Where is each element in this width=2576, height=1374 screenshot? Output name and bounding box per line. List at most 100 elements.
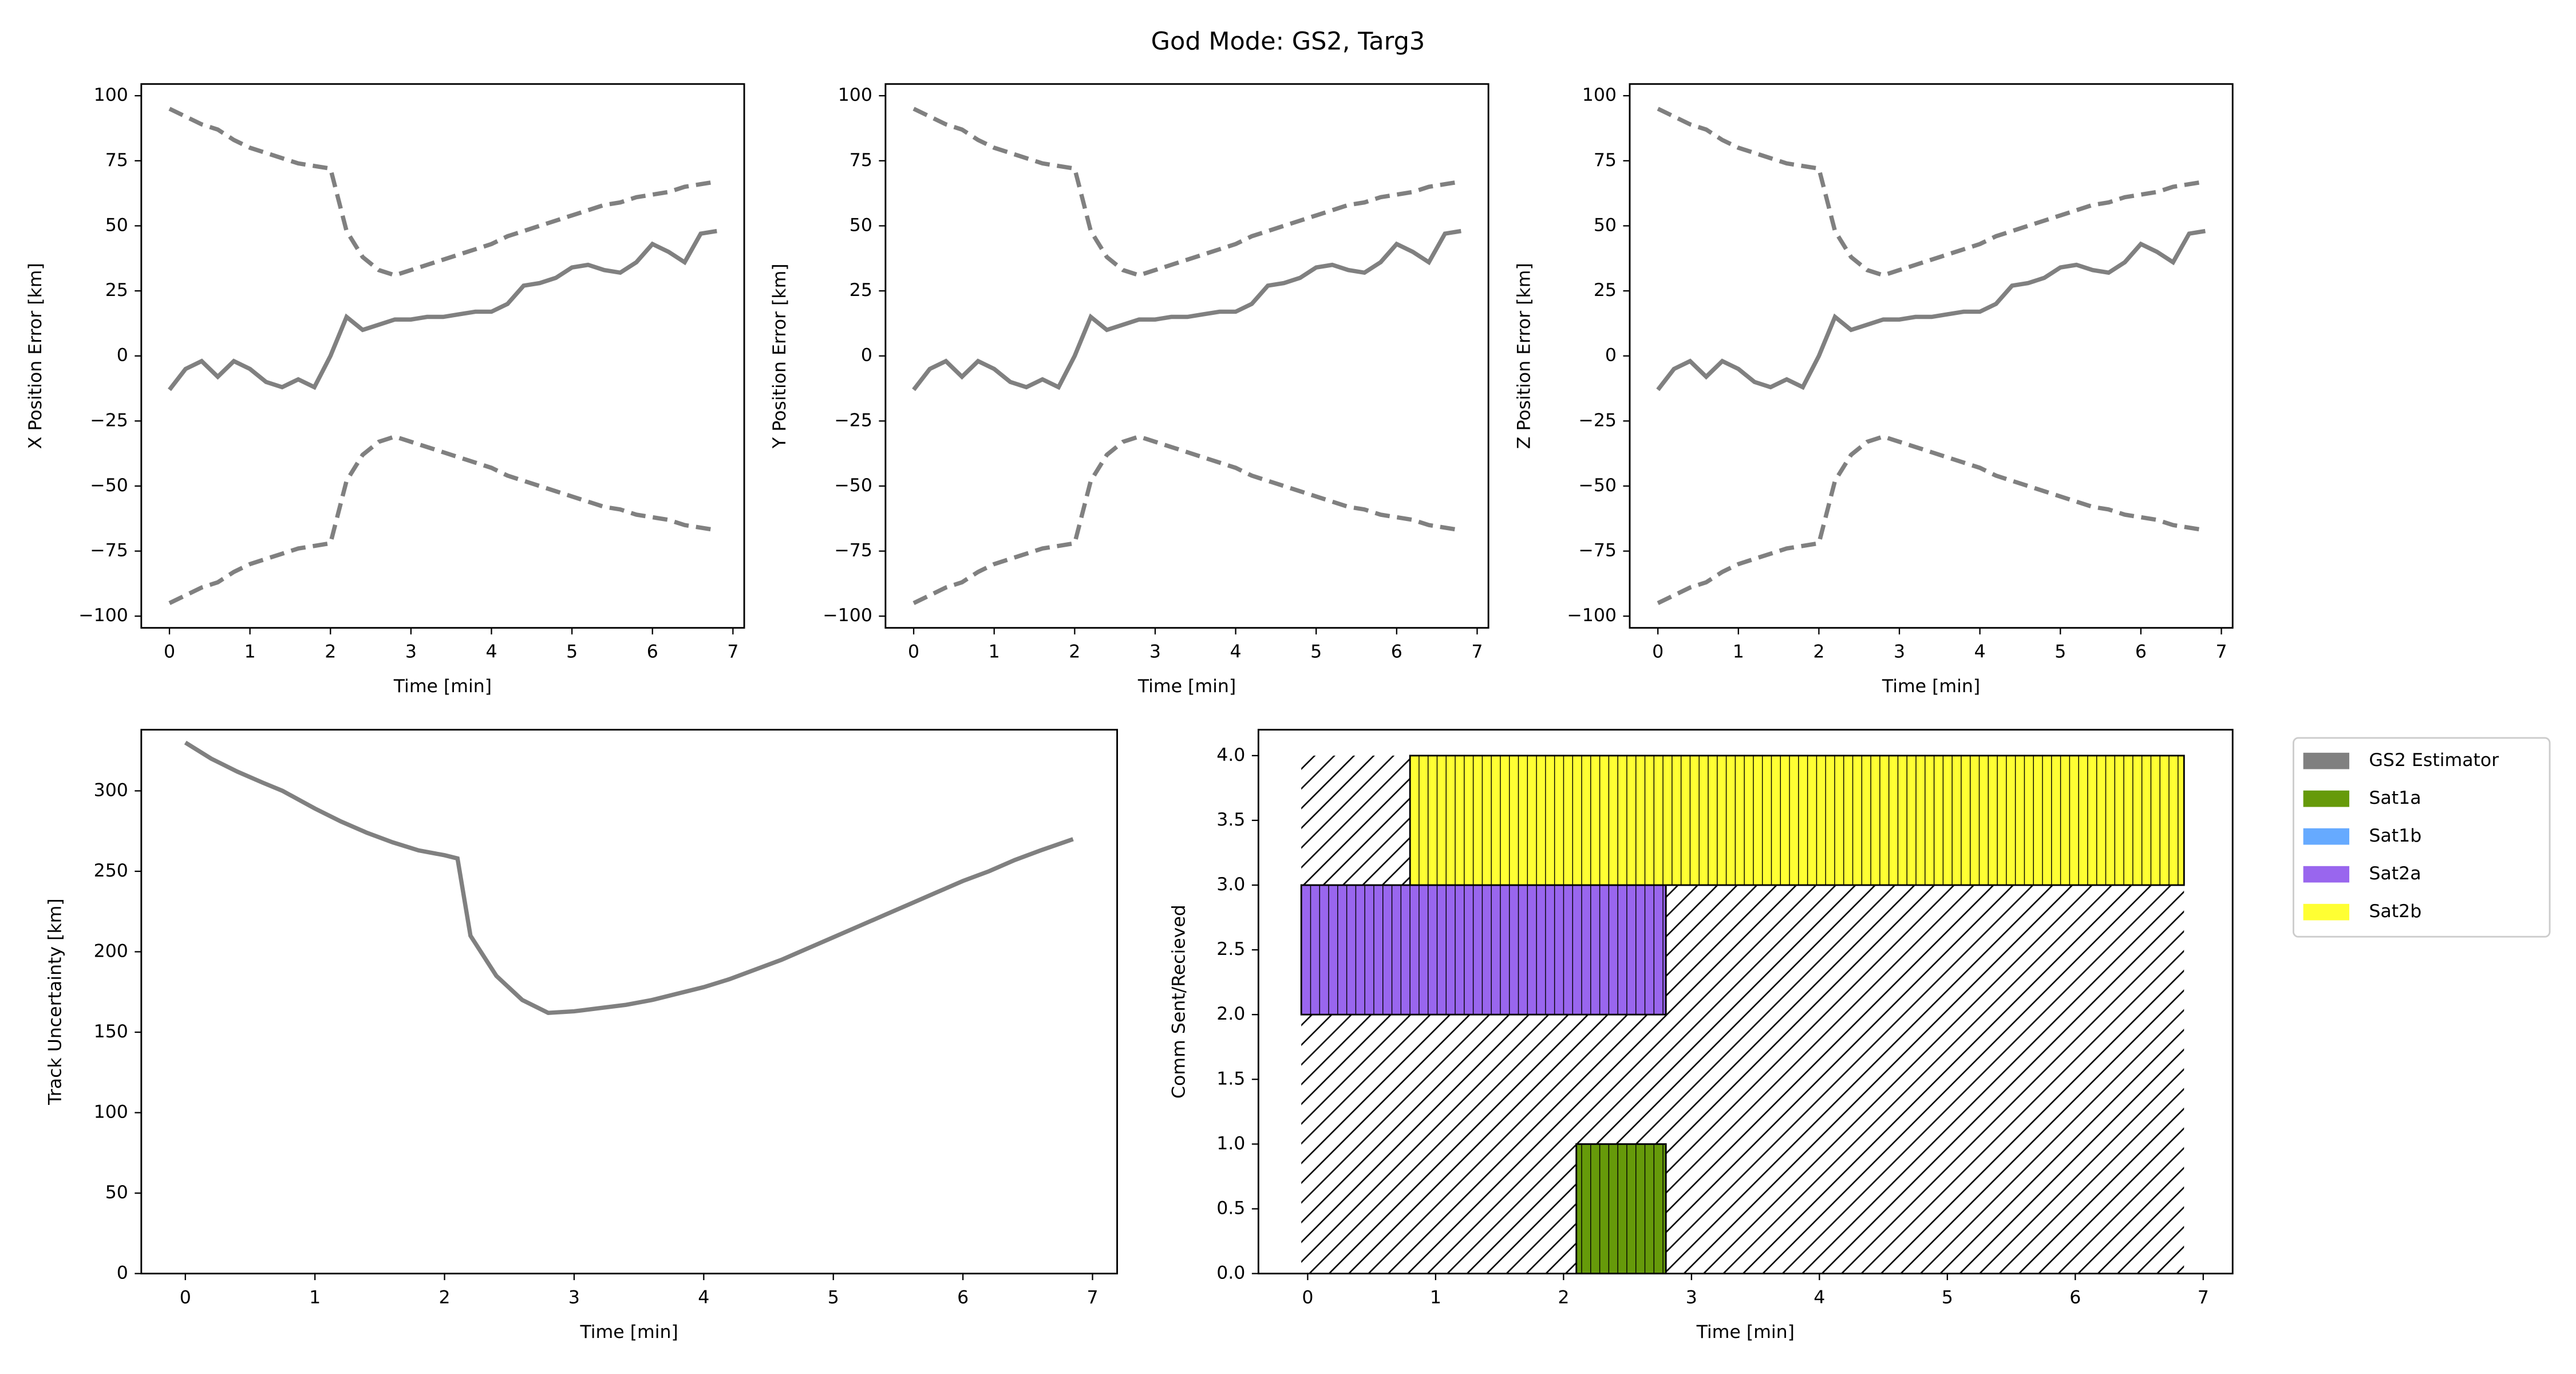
x-axis-label: Time [min] [579, 1322, 678, 1343]
x-tick-label: 4 [1230, 642, 1242, 662]
y-tick-label: 0 [1605, 345, 1617, 366]
x-tick-label: 2 [1558, 1288, 1569, 1308]
x-tick-label: 1 [309, 1288, 321, 1308]
x-tick-label: 6 [2135, 642, 2147, 662]
y-tick-label: −75 [834, 540, 872, 561]
y-tick-label: −75 [90, 540, 128, 561]
x-axis-label: Time [min] [1696, 1322, 1795, 1343]
legend-box [2292, 737, 2551, 938]
y-tick-label: 3.0 [1216, 874, 1245, 895]
x-tick-label: 7 [1086, 1288, 1098, 1308]
y-axis-label: X Position Error [km] [25, 263, 46, 449]
y-tick-label: 25 [850, 280, 872, 301]
y-tick-label: 100 [1582, 85, 1617, 105]
legend-swatch [2303, 828, 2349, 845]
y-tick-label: 250 [94, 860, 128, 881]
x-tick-label: 0 [1302, 1288, 1313, 1308]
y-tick-label: 3.5 [1216, 810, 1245, 830]
data-line [912, 106, 1461, 278]
x-tick-label: 4 [1974, 642, 1986, 662]
x-tick-label: 4 [698, 1288, 709, 1308]
y-tick-label: 100 [94, 85, 128, 105]
x-tick-label: 2 [439, 1288, 451, 1308]
x-tick-label: 3 [568, 1288, 580, 1308]
y-tick-label: 100 [94, 1102, 128, 1123]
data-line [184, 740, 1074, 1016]
y-tick-label: 100 [838, 85, 872, 105]
x-tick-label: 6 [957, 1288, 969, 1308]
y-tick-label: −50 [834, 475, 872, 496]
x-tick-label: 5 [2055, 642, 2066, 662]
y-tick-label: −100 [823, 605, 872, 626]
x-tick-label: 7 [2215, 642, 2227, 662]
x-tick-label: 0 [164, 642, 175, 662]
x-tick-label: 0 [1652, 642, 1664, 662]
comm-span-stripes [1576, 1144, 1666, 1274]
x-tick-label: 6 [647, 642, 658, 662]
y-tick-label: −50 [1578, 475, 1617, 496]
x-tick-label: 2 [325, 642, 336, 662]
x-tick-label: 5 [566, 642, 578, 662]
y-tick-label: 0 [117, 345, 128, 366]
legend-label: Sat2a [2369, 863, 2421, 884]
y-axis-label: Z Position Error [km] [1514, 263, 1534, 449]
legend-swatch [2303, 866, 2349, 883]
x-tick-label: 7 [2198, 1288, 2209, 1308]
y-tick-label: 0 [861, 345, 872, 366]
legend-swatch [2303, 903, 2349, 921]
y-tick-label: 300 [94, 780, 128, 800]
plot-frame [1629, 83, 2234, 629]
plot-frame [140, 729, 1118, 1274]
plot-frame [884, 83, 1490, 629]
x-tick-label: 1 [1430, 1288, 1441, 1308]
x-tick-label: 7 [1471, 642, 1483, 662]
x-tick-label: 7 [727, 642, 738, 662]
y-tick-label: 50 [850, 215, 872, 235]
x-tick-label: 5 [828, 1288, 839, 1308]
x-tick-label: 3 [1894, 642, 1905, 662]
y-tick-label: −100 [78, 605, 128, 626]
data-line [1657, 434, 2206, 605]
data-line [168, 228, 717, 392]
y-tick-label: −25 [90, 410, 128, 431]
data-line [168, 434, 717, 605]
x-tick-label: 2 [1813, 642, 1824, 662]
y-axis-label: Track Uncertainty [km] [45, 898, 66, 1105]
y-tick-label: 1.0 [1216, 1133, 1245, 1154]
plot-frame [140, 83, 745, 629]
y-tick-label: 200 [94, 941, 128, 961]
x-tick-label: 3 [1686, 1288, 1697, 1308]
x-tick-label: 0 [180, 1288, 191, 1308]
y-tick-label: −25 [834, 410, 872, 431]
y-tick-label: 0.5 [1216, 1198, 1245, 1218]
y-tick-label: 75 [850, 150, 872, 171]
y-tick-label: −25 [1578, 410, 1617, 431]
legend-label: Sat1a [2369, 788, 2421, 808]
legend-label: GS2 Estimator [2369, 750, 2499, 771]
y-tick-label: 50 [105, 1182, 128, 1203]
figure-title: God Mode: GS2, Targ3 [1151, 27, 1425, 56]
y-tick-label: −50 [90, 475, 128, 496]
y-tick-label: 4.0 [1216, 745, 1245, 765]
comm-span-stripes [1301, 885, 1666, 1015]
x-tick-label: 4 [1814, 1288, 1825, 1308]
y-tick-label: 25 [105, 280, 128, 301]
y-tick-label: 2.0 [1216, 1004, 1245, 1024]
x-tick-label: 4 [485, 642, 497, 662]
x-tick-label: 6 [2069, 1288, 2081, 1308]
x-tick-label: 3 [1149, 642, 1161, 662]
y-tick-label: −75 [1578, 540, 1617, 561]
x-axis-label: Time [min] [1882, 676, 1980, 697]
data-line [1656, 228, 2206, 392]
legend-label: Sat1b [2369, 826, 2421, 846]
y-tick-label: 75 [1594, 150, 1617, 171]
x-axis-label: Time [min] [1137, 676, 1236, 697]
x-tick-label: 3 [405, 642, 417, 662]
y-tick-label: 25 [1594, 280, 1617, 301]
x-axis-label: Time [min] [393, 676, 492, 697]
y-tick-label: −100 [1567, 605, 1617, 626]
legend-label: Sat2b [2369, 901, 2421, 922]
y-tick-label: 50 [1594, 215, 1617, 235]
